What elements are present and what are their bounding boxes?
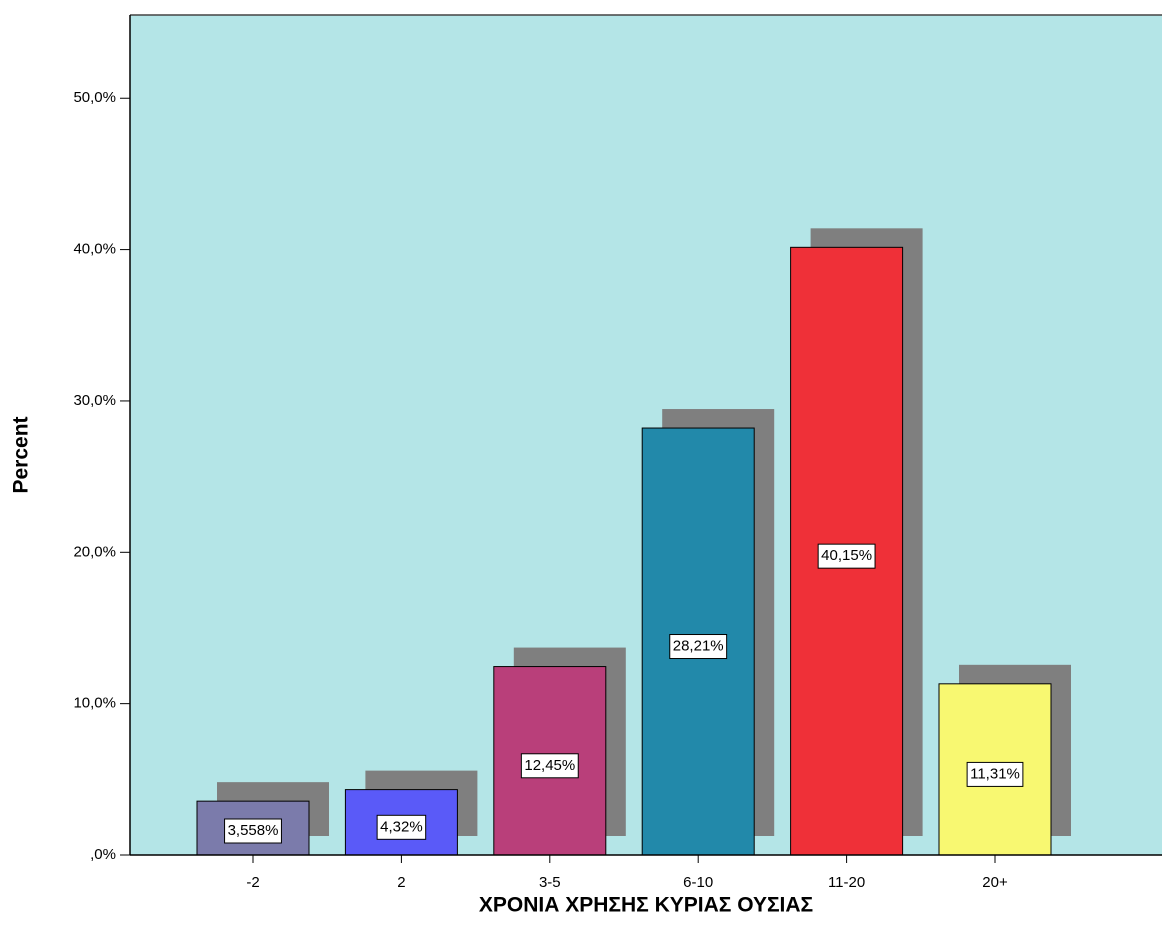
value-label-box — [966, 761, 1024, 787]
value-label: 28,21% — [673, 637, 724, 654]
value-label: 11,31% — [970, 765, 1020, 782]
value-label: 4,32% — [380, 818, 423, 835]
x-tick-label: -2 — [246, 874, 259, 891]
value-label-box — [224, 818, 282, 844]
value-label-box — [376, 814, 427, 840]
y-tick-label: ,0% — [90, 846, 116, 863]
x-tick-label: 20+ — [982, 874, 1008, 891]
value-label: 12,45% — [524, 757, 575, 774]
y-tick-label: 50,0% — [73, 89, 116, 106]
y-tick-label: 30,0% — [73, 392, 116, 409]
value-label-box — [669, 634, 728, 660]
value-label-box — [817, 543, 876, 569]
y-tick-label: 10,0% — [73, 695, 116, 712]
value-label: 3,558% — [228, 822, 279, 839]
x-axis-title: ΧΡΟΝΙΑ ΧΡΗΣΗΣ ΚΥΡΙΑΣ ΟΥΣΙΑΣ — [479, 894, 813, 917]
x-tick-label: 11-20 — [828, 874, 865, 891]
x-tick-label: 6-10 — [683, 874, 713, 891]
value-label-box — [520, 753, 579, 779]
x-tick-label: 2 — [397, 874, 405, 891]
y-tick-label: 20,0% — [73, 543, 116, 560]
x-tick-label: 3-5 — [539, 874, 561, 891]
y-axis-title: Percent — [10, 416, 33, 493]
value-label: 40,15% — [821, 547, 872, 564]
y-tick-label: 40,0% — [73, 241, 116, 258]
